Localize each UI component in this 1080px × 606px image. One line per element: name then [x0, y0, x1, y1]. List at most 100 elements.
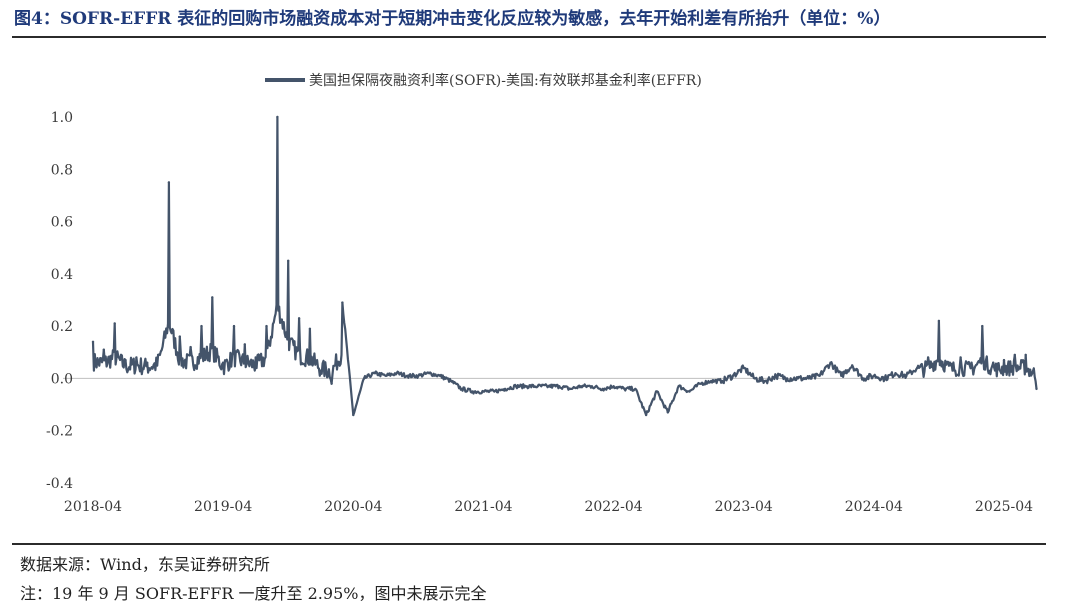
data-point — [916, 366, 919, 370]
footnote: 注：19 年 9 月 SOFR-EFFR 一度升至 2.95%，图中未展示完全 — [20, 584, 487, 603]
data-point — [503, 387, 507, 391]
footer-rule — [12, 543, 1046, 545]
data-point — [428, 372, 431, 375]
data-point — [699, 382, 702, 385]
data-point — [417, 374, 420, 377]
data-point — [232, 324, 236, 328]
data-point — [970, 361, 973, 364]
data-point — [851, 364, 854, 367]
data-point — [243, 343, 246, 346]
data-point — [558, 385, 561, 388]
data-point — [124, 358, 127, 362]
data-point — [981, 324, 984, 328]
data-point — [666, 411, 669, 414]
data-point — [764, 379, 767, 383]
data-point — [1024, 353, 1027, 357]
data-point — [438, 374, 442, 377]
title-rule — [12, 36, 1046, 38]
x-tick-label: 2025-04 — [975, 499, 1033, 515]
data-point — [720, 379, 724, 383]
data-point — [395, 372, 398, 375]
x-tick-label: 2018-04 — [64, 499, 122, 515]
data-point — [634, 387, 637, 391]
data-point — [319, 369, 322, 372]
data-point — [525, 385, 528, 388]
data-point — [254, 356, 257, 359]
data-point — [297, 317, 301, 320]
data-point — [482, 390, 485, 393]
data-point — [569, 387, 572, 391]
data-point — [449, 379, 453, 383]
data-point — [493, 390, 496, 393]
data-point — [352, 413, 355, 417]
data-point — [894, 372, 897, 375]
y-tick-label: 0.6 — [51, 215, 73, 231]
data-point — [742, 366, 745, 370]
data-point — [601, 387, 604, 391]
data-point — [731, 374, 735, 377]
data-point — [167, 181, 171, 184]
chart-series — [91, 115, 1038, 417]
data-point — [807, 377, 810, 380]
data-point — [992, 361, 995, 364]
data-point — [135, 356, 138, 359]
data-point — [590, 385, 594, 388]
data-point — [655, 390, 659, 393]
x-tick-label: 2019-04 — [194, 499, 252, 515]
data-point — [536, 385, 539, 388]
data-source: 数据来源：Wind，东吴证券研究所 — [20, 555, 270, 574]
data-point — [840, 374, 843, 377]
data-point — [818, 374, 821, 377]
data-point — [1035, 387, 1038, 391]
data-point — [948, 361, 951, 364]
data-point — [937, 319, 941, 323]
data-point — [265, 324, 268, 328]
y-tick-label: 0.0 — [51, 371, 73, 387]
y-tick-label: 1.0 — [51, 110, 73, 126]
data-point — [514, 385, 518, 388]
data-point — [861, 377, 865, 380]
data-point — [829, 361, 832, 364]
data-point — [959, 356, 962, 359]
data-point — [623, 387, 626, 391]
data-point — [644, 413, 648, 417]
data-point — [308, 327, 312, 330]
data-point — [146, 361, 149, 364]
data-point — [688, 390, 691, 393]
x-tick-label: 2021-04 — [454, 499, 512, 515]
y-tick-label: -0.4 — [46, 476, 73, 492]
x-tick-label: 2023-04 — [715, 499, 773, 515]
data-point — [330, 382, 333, 385]
data-point — [200, 324, 203, 328]
figure-title: 图4：SOFR-EFFR 表征的回购市场融资成本对于短期冲击变化反应较为敏感，去… — [14, 9, 891, 29]
data-point — [905, 374, 908, 377]
y-tick-label: 0.8 — [51, 162, 73, 178]
data-point — [796, 377, 800, 380]
data-point — [753, 377, 756, 380]
x-tick-label: 2022-04 — [584, 499, 642, 515]
data-point — [1002, 358, 1006, 362]
data-point — [276, 115, 279, 119]
data-point — [362, 377, 366, 380]
data-point — [926, 356, 930, 359]
data-point — [221, 361, 225, 364]
data-point — [373, 372, 377, 375]
data-point — [156, 353, 160, 357]
data-point — [1013, 353, 1016, 357]
data-point — [677, 385, 680, 388]
data-point — [579, 385, 583, 388]
data-point — [872, 374, 876, 377]
data-point — [102, 348, 106, 351]
data-point — [710, 379, 713, 383]
data-point — [471, 390, 474, 393]
data-point — [883, 377, 886, 380]
chart-tick-labels: -0.4 -0.2 0.0 0.2 0.4 0.6 0.8 1.0 2018-04 2019-04… — [46, 110, 1033, 515]
data-point — [612, 385, 615, 388]
legend-label: 美国担保隔夜融资利率(SOFR)-美国:有效联邦基金利率(EFFR) — [309, 72, 702, 89]
data-point — [384, 374, 387, 377]
series-line — [91, 115, 1038, 417]
y-tick-label: -0.2 — [46, 424, 73, 440]
data-point — [547, 385, 550, 388]
data-point — [189, 345, 192, 349]
sofr-effr-spread-chart: 美国担保隔夜融资利率(SOFR)-美国:有效联邦基金利率(EFFR) -0.4 -… — [46, 72, 1038, 515]
